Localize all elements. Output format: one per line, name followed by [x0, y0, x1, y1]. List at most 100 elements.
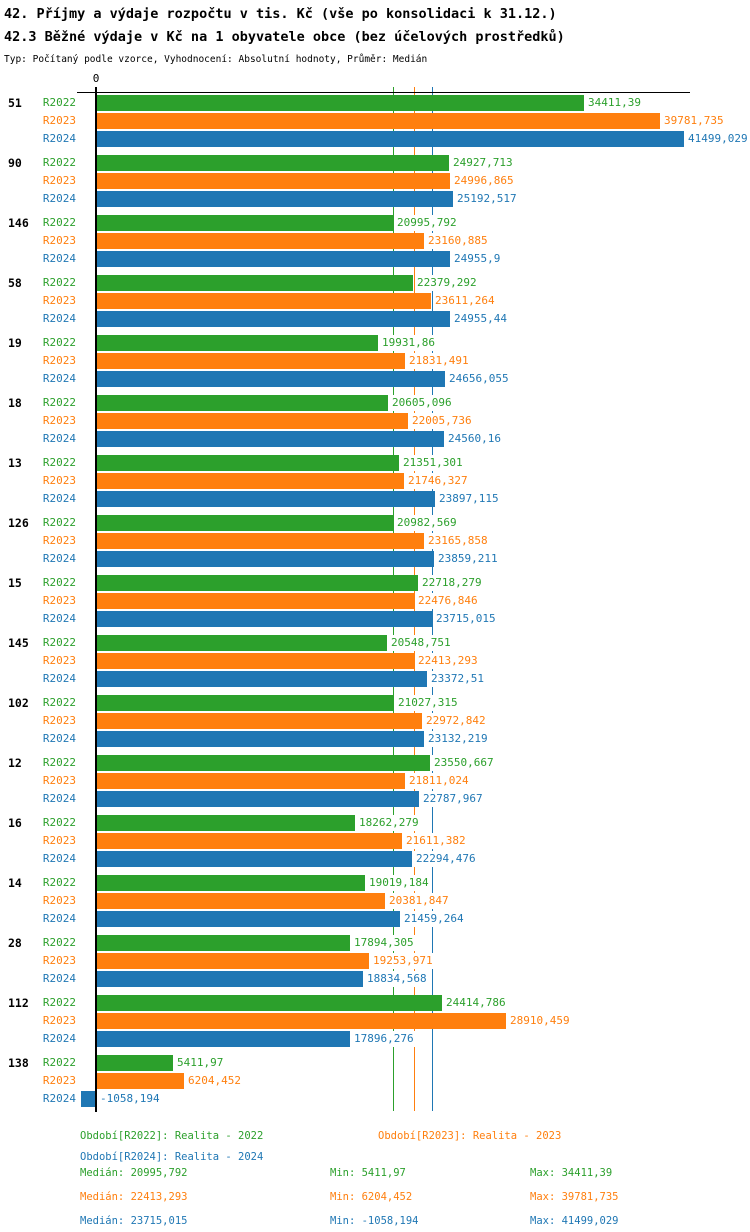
bar-value-90-r2022: 24927,713 — [451, 155, 515, 171]
bar-102-r2024 — [96, 731, 424, 747]
bar-58-r2022 — [96, 275, 413, 291]
bar-15-r2024 — [96, 611, 432, 627]
group-label-102: 102 — [8, 696, 29, 710]
series-label-r2023: R2023 — [42, 1014, 76, 1027]
bar-value-14-r2024: 21459,264 — [402, 911, 466, 927]
bar-value-16-r2022: 18262,279 — [357, 815, 421, 831]
series-label-r2024: R2024 — [42, 312, 76, 325]
stat-min-r2024: Min: -1058,194 — [330, 1215, 419, 1227]
bar-146-r2022 — [96, 215, 393, 231]
series-label-r2022: R2022 — [42, 696, 76, 709]
group-label-16: 16 — [8, 816, 22, 830]
series-label-r2024: R2024 — [42, 792, 76, 805]
series-label-r2022: R2022 — [42, 216, 76, 229]
bar-16-r2022 — [96, 815, 355, 831]
bar-value-19-r2024: 24656,055 — [447, 371, 511, 387]
bar-value-19-r2022: 19931,86 — [380, 335, 437, 351]
bar-value-102-r2022: 21027,315 — [396, 695, 460, 711]
bar-value-18-r2024: 24560,16 — [446, 431, 503, 447]
bar-value-138-r2024: -1058,194 — [98, 1091, 162, 1107]
bar-value-28-r2023: 19253,971 — [371, 953, 435, 969]
group-label-19: 19 — [8, 336, 22, 350]
bar-value-146-r2022: 20995,792 — [395, 215, 459, 231]
bar-51-r2024 — [96, 131, 684, 147]
series-label-r2022: R2022 — [42, 996, 76, 1009]
series-label-r2024: R2024 — [42, 432, 76, 445]
bar-13-r2024 — [96, 491, 435, 507]
bar-value-28-r2024: 18834,568 — [365, 971, 429, 987]
series-label-r2022: R2022 — [42, 396, 76, 409]
bar-18-r2022 — [96, 395, 388, 411]
bar-90-r2022 — [96, 155, 449, 171]
series-label-r2022: R2022 — [42, 636, 76, 649]
bar-value-90-r2023: 24996,865 — [452, 173, 516, 189]
bar-51-r2022 — [96, 95, 584, 111]
series-label-r2022: R2022 — [42, 96, 76, 109]
series-label-r2023: R2023 — [42, 294, 76, 307]
series-label-r2022: R2022 — [42, 876, 76, 889]
series-label-r2024: R2024 — [42, 852, 76, 865]
bar-145-r2024 — [96, 671, 427, 687]
bar-16-r2023 — [96, 833, 402, 849]
series-label-r2022: R2022 — [42, 156, 76, 169]
stat-max-r2022: Max: 34411,39 — [530, 1167, 613, 1179]
series-label-r2023: R2023 — [42, 174, 76, 187]
series-label-r2022: R2022 — [42, 816, 76, 829]
stat-min-r2022: Min: 5411,97 — [330, 1167, 406, 1179]
bar-28-r2022 — [96, 935, 350, 951]
bar-value-112-r2023: 28910,459 — [508, 1013, 572, 1029]
bar-90-r2024 — [96, 191, 453, 207]
bar-value-13-r2022: 21351,301 — [401, 455, 465, 471]
stat-median-r2024: Medián: 23715,015 — [80, 1215, 188, 1227]
bar-value-126-r2022: 20982,569 — [395, 515, 459, 531]
series-label-r2024: R2024 — [42, 732, 76, 745]
bar-value-16-r2023: 21611,382 — [404, 833, 468, 849]
series-label-r2023: R2023 — [42, 114, 76, 127]
bar-14-r2022 — [96, 875, 365, 891]
bar-12-r2024 — [96, 791, 419, 807]
bar-145-r2022 — [96, 635, 387, 651]
legend-r2023: Období[R2023]: Realita - 2023 — [378, 1130, 562, 1142]
bar-19-r2022 — [96, 335, 378, 351]
bar-13-r2023 — [96, 473, 404, 489]
bar-15-r2022 — [96, 575, 418, 591]
stat-median-r2023: Medián: 22413,293 — [80, 1191, 188, 1203]
bar-58-r2024 — [96, 311, 450, 327]
series-label-r2024: R2024 — [42, 912, 76, 925]
group-label-13: 13 — [8, 456, 22, 470]
bar-90-r2023 — [96, 173, 450, 189]
x-axis-line — [77, 92, 690, 93]
bar-value-15-r2023: 22476,846 — [416, 593, 480, 609]
bar-102-r2022 — [96, 695, 394, 711]
bar-value-138-r2022: 5411,97 — [175, 1055, 226, 1071]
bar-51-r2023 — [96, 113, 660, 129]
series-label-r2022: R2022 — [42, 456, 76, 469]
series-label-r2023: R2023 — [42, 534, 76, 547]
series-label-r2023: R2023 — [42, 594, 76, 607]
bar-value-13-r2024: 23897,115 — [437, 491, 501, 507]
bar-value-12-r2023: 21811,024 — [407, 773, 471, 789]
bar-value-51-r2022: 34411,39 — [586, 95, 643, 111]
group-label-146: 146 — [8, 216, 29, 230]
bar-value-112-r2022: 24414,786 — [444, 995, 508, 1011]
bar-value-19-r2023: 21831,491 — [407, 353, 471, 369]
bar-12-r2023 — [96, 773, 405, 789]
bar-value-138-r2023: 6204,452 — [186, 1073, 243, 1089]
series-label-r2023: R2023 — [42, 474, 76, 487]
series-label-r2022: R2022 — [42, 756, 76, 769]
bar-value-18-r2022: 20605,096 — [390, 395, 454, 411]
series-label-r2024: R2024 — [42, 1092, 76, 1105]
group-label-90: 90 — [8, 156, 22, 170]
y-axis-zero-line — [95, 87, 97, 1112]
series-label-r2023: R2023 — [42, 894, 76, 907]
bar-value-102-r2024: 23132,219 — [426, 731, 490, 747]
series-label-r2022: R2022 — [42, 276, 76, 289]
bar-value-14-r2023: 20381,847 — [387, 893, 451, 909]
bar-value-28-r2022: 17894,305 — [352, 935, 416, 951]
stat-median-r2022: Medián: 20995,792 — [80, 1167, 188, 1179]
series-label-r2024: R2024 — [42, 252, 76, 265]
bar-value-126-r2023: 23165,858 — [426, 533, 490, 549]
bar-value-14-r2022: 19019,184 — [367, 875, 431, 891]
group-label-145: 145 — [8, 636, 29, 650]
